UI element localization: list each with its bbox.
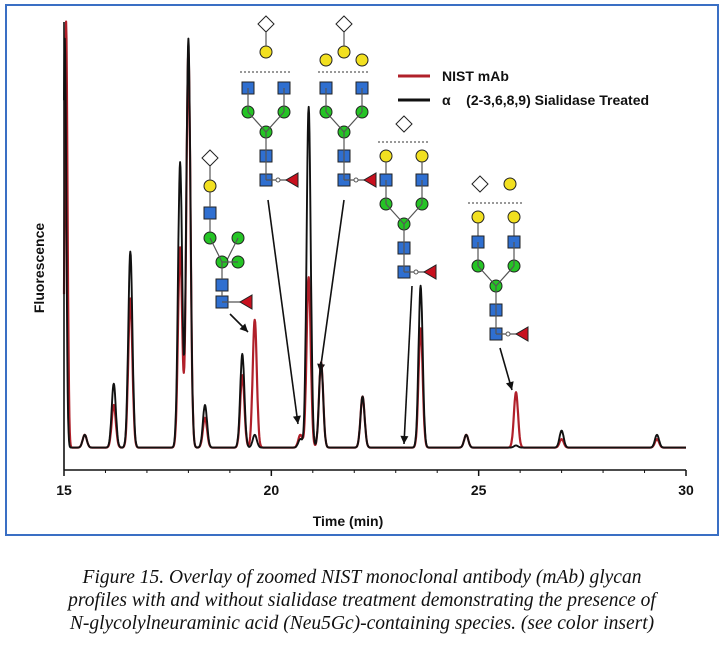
annotation-arrowhead — [400, 435, 409, 444]
glycan-linkage — [385, 203, 405, 225]
glycan-linkage — [209, 237, 223, 263]
glycan-linkage — [325, 111, 345, 133]
annotation-arrowhead — [292, 415, 301, 424]
neu5gc-icon — [335, 15, 353, 33]
galactose-icon — [503, 177, 517, 191]
glycan-linkage — [403, 203, 423, 225]
neu5gc-icon — [257, 15, 275, 33]
series-line-1 — [63, 37, 687, 449]
glcnac-icon — [215, 278, 229, 292]
annotation-arrow — [403, 285, 413, 445]
caption-line-3: N-glycolylneuraminic acid (Neu5Gc)-conta… — [69, 613, 655, 634]
glycan-linkage — [477, 265, 497, 287]
galactose-icon — [415, 149, 429, 163]
x-tick-label-20: 20 — [264, 482, 280, 498]
glycan-4 — [378, 115, 437, 280]
linkage-dot — [505, 331, 511, 337]
neu5gc-icon — [201, 149, 219, 167]
linkage-dot — [413, 269, 419, 275]
galactose-icon — [379, 149, 393, 163]
glycan-2 — [240, 15, 299, 188]
glycan-linkage — [225, 237, 239, 263]
legend-label-nist: NIST mAb — [442, 68, 509, 84]
glcnac-icon — [203, 206, 217, 220]
series-line-0 — [62, 20, 687, 449]
caption-line-2: profiles with and without sialidase trea… — [68, 590, 656, 611]
linkage-dot — [353, 177, 359, 183]
glycan-structures — [201, 15, 529, 342]
galactose-icon — [355, 53, 369, 67]
legend: NIST mAb α (2-3,6,8,9) Sialidase Treated — [398, 68, 649, 108]
glycan-linkage — [495, 265, 515, 287]
x-axis-title: Time (min) — [313, 513, 384, 529]
x-tick-label-15: 15 — [56, 482, 72, 498]
galactose-icon — [203, 179, 217, 193]
glycan-linkage — [265, 111, 285, 133]
x-tick-label-30: 30 — [678, 482, 694, 498]
galactose-icon — [337, 45, 351, 59]
annotation-arrow — [319, 199, 345, 373]
galactose-icon — [471, 210, 485, 224]
series-layer — [62, 20, 687, 449]
linkage-dot — [275, 177, 281, 183]
glycan-1 — [201, 149, 253, 310]
annotation-arrowhead — [505, 381, 514, 390]
glycan-5 — [468, 175, 529, 342]
caption-line-1: Figure 15. Overlay of zoomed NIST monocl… — [82, 567, 642, 588]
y-axis-title: Fluorescence — [31, 223, 47, 313]
neu5gc-icon — [395, 115, 413, 133]
figure-caption: Figure 15. Overlay of zoomed NIST monocl… — [0, 566, 724, 635]
chromatogram-chart: Time (min) Fluorescence 15 20 25 30 NIST mA… — [31, 15, 694, 529]
annotation-arrowhead — [239, 323, 248, 332]
glycan-linkage — [343, 111, 363, 133]
galactose-icon — [507, 210, 521, 224]
fucose-icon — [285, 172, 299, 188]
fucose-icon — [239, 294, 253, 310]
legend-label-sialidase: α (2-3,6,8,9) Sialidase Treated — [442, 92, 649, 108]
glycan-linkage — [247, 111, 267, 133]
fucose-icon — [423, 264, 437, 280]
annotation-arrow — [267, 199, 299, 425]
x-tick-label-25: 25 — [471, 482, 487, 498]
galactose-icon — [319, 53, 333, 67]
neu5gc-icon — [471, 175, 489, 193]
axes: Time (min) Fluorescence — [31, 22, 686, 529]
glycan-3 — [318, 15, 377, 188]
annotation-arrows — [229, 199, 514, 445]
x-ticks: 15 20 25 30 — [56, 470, 694, 498]
fucose-icon — [515, 326, 529, 342]
galactose-icon — [259, 45, 273, 59]
fucose-icon — [363, 172, 377, 188]
